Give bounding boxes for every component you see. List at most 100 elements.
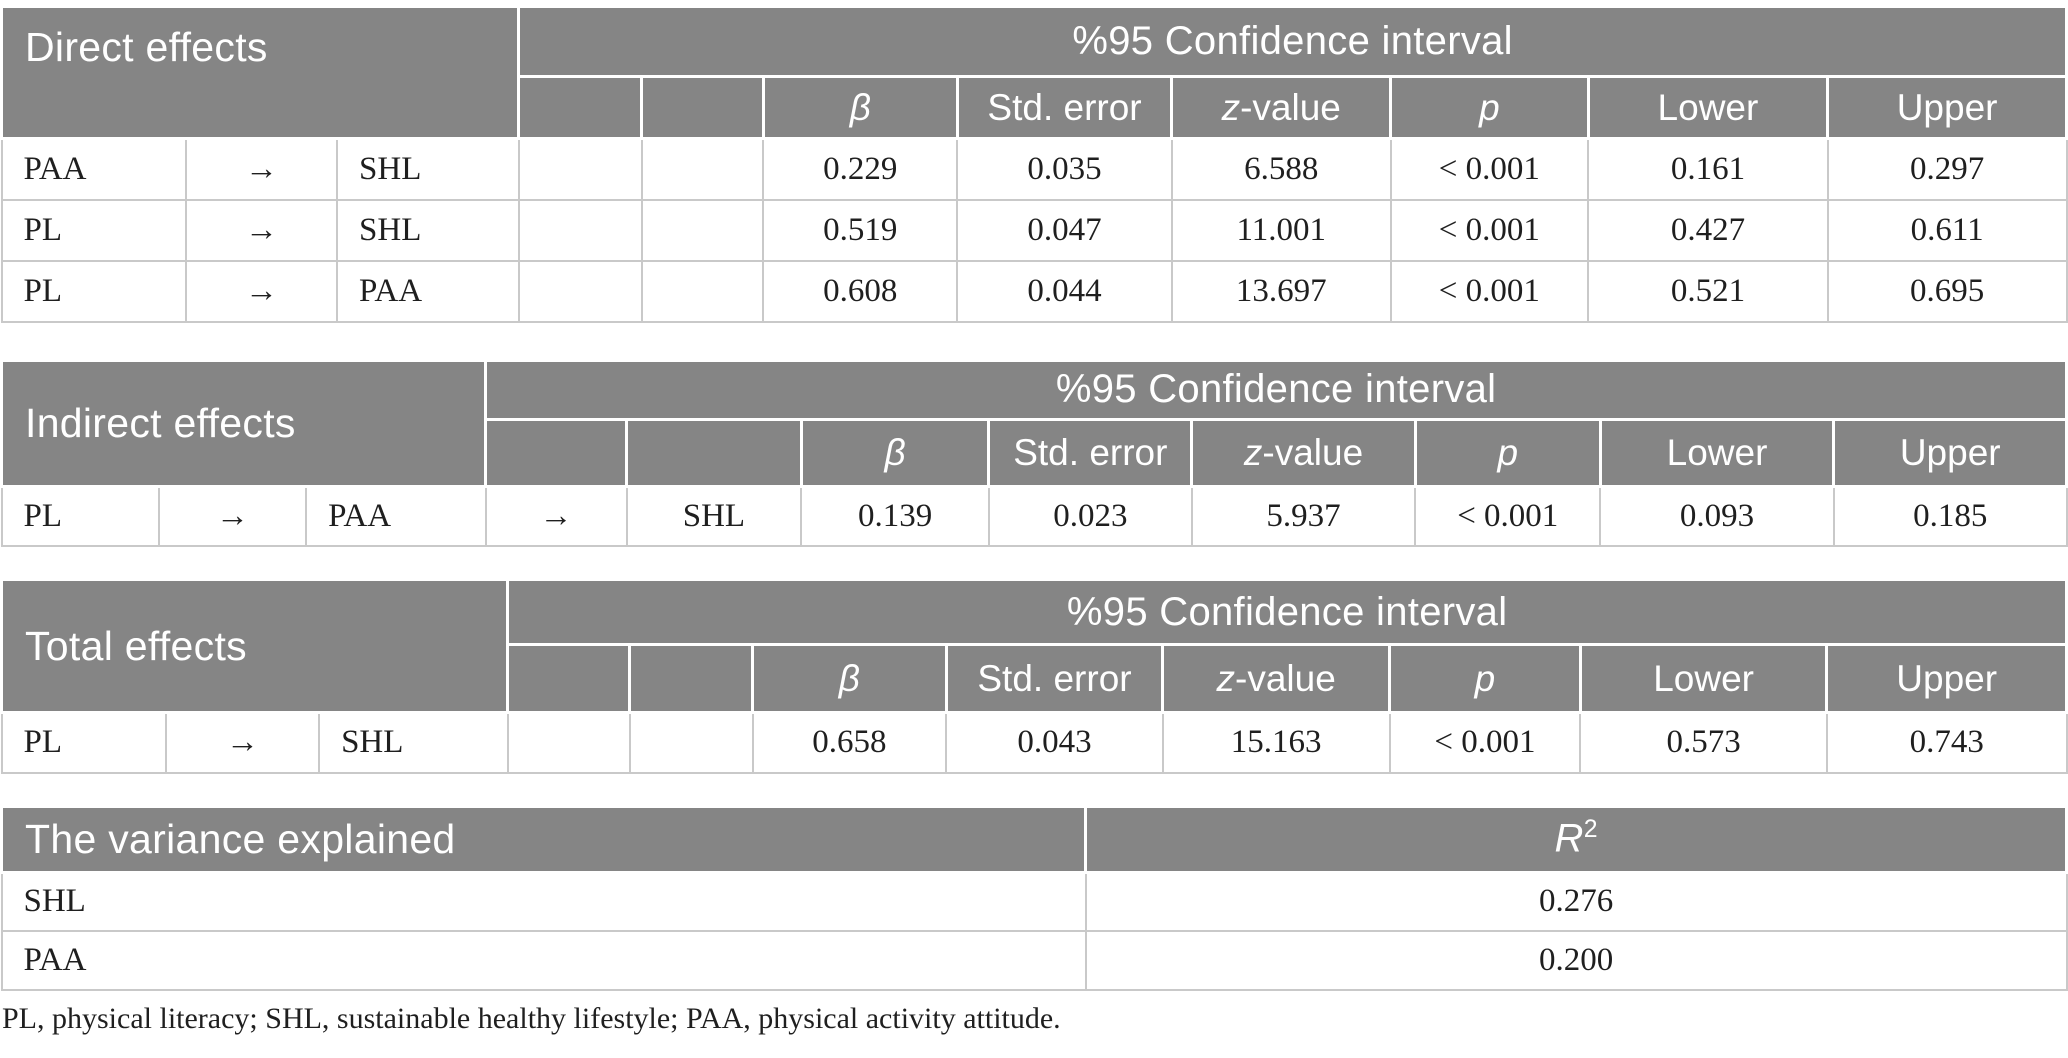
cell-empty [517, 259, 643, 323]
col-header-z-value: z-value [1190, 417, 1417, 488]
cell-to: SHL [625, 485, 803, 547]
col-header-empty [506, 643, 632, 714]
section-header-total-effects: Total effects [0, 578, 510, 714]
cell-upper: 0.297 [1826, 137, 2068, 201]
cell-std-error: 0.043 [945, 711, 1164, 774]
cell-beta: 0.139 [800, 485, 990, 547]
cell-z-value: 5.937 [1190, 485, 1417, 547]
col-header-empty [628, 643, 754, 714]
cell-empty [640, 137, 765, 201]
cell-arrow: → [484, 485, 628, 547]
direct-effects-table: Direct effects %95 Confidence interval β… [0, 5, 2068, 323]
cell-from: PL [0, 259, 188, 323]
table-footnote: PL, physical literacy; SHL, sustainable … [2, 1002, 1061, 1035]
cell-empty [640, 259, 765, 323]
cell-z-value: 15.163 [1161, 711, 1391, 774]
total-effects-table: Total effects %95 Confidence interval β … [0, 578, 2068, 774]
cell-upper: 0.743 [1825, 711, 2068, 774]
col-header-beta: β [761, 75, 959, 140]
cell-empty [517, 198, 643, 262]
section-header-indirect-effects: Indirect effects [0, 358, 488, 488]
cell-to: SHL [318, 711, 509, 774]
cell-beta: 0.608 [762, 259, 959, 323]
col-header-empty [625, 417, 803, 488]
cell-upper: 0.611 [1826, 198, 2068, 262]
cell-empty [517, 137, 643, 201]
col-header-upper: Upper [1832, 417, 2068, 488]
cell-arrow: → [158, 485, 308, 547]
cell-from: PL [0, 198, 188, 262]
table-row: PL → SHL 0.658 0.043 15.163 < 0.001 0.57… [0, 711, 2068, 774]
cell-std-error: 0.035 [956, 137, 1173, 201]
col-header-empty [517, 75, 644, 140]
cell-upper: 0.695 [1826, 259, 2068, 323]
cell-variable: PAA [0, 930, 1087, 991]
cell-to: PAA [336, 259, 520, 323]
indirect-effects-table: Indirect effects %95 Confidence interval… [0, 358, 2068, 547]
cell-lower: 0.427 [1587, 198, 1829, 262]
cell-empty [640, 198, 765, 262]
col-header-beta: β [799, 417, 991, 488]
table-row: PL → PAA 0.608 0.044 13.697 < 0.001 0.52… [0, 259, 2068, 323]
section-header-variance-explained: The variance explained [0, 804, 1088, 874]
cell-arrow: → [185, 137, 339, 201]
cell-p: < 0.001 [1388, 711, 1582, 774]
page: Direct effects %95 Confidence interval β… [0, 5, 2068, 1035]
col-header-p: p [1389, 75, 1590, 140]
cell-from: PAA [0, 137, 188, 201]
variance-explained-table: The variance explained R2 SHL 0.276 PAA … [0, 804, 2068, 991]
cell-empty [628, 711, 754, 774]
table-row: SHL 0.276 [0, 871, 2068, 932]
cell-r2-value: 0.276 [1084, 871, 2068, 932]
ci-header: %95 Confidence interval [484, 358, 2068, 421]
col-header-lower: Lower [1578, 643, 1829, 714]
table-row: PL → PAA → SHL 0.139 0.023 5.937 < 0.001… [0, 485, 2068, 547]
cell-lower: 0.093 [1599, 485, 1835, 547]
cell-upper: 0.185 [1832, 485, 2068, 547]
cell-lower: 0.161 [1587, 137, 1829, 201]
cell-mediator: PAA [305, 485, 487, 547]
cell-beta: 0.658 [751, 711, 948, 774]
cell-std-error: 0.047 [956, 198, 1173, 262]
cell-empty [506, 711, 631, 774]
ci-header: %95 Confidence interval [517, 5, 2068, 78]
col-header-std-error: Std. error [987, 417, 1194, 488]
col-header-upper: Upper [1825, 643, 2068, 714]
col-header-p: p [1388, 643, 1582, 714]
cell-lower: 0.573 [1579, 711, 1828, 774]
cell-from: PL [0, 711, 168, 774]
cell-std-error: 0.023 [987, 485, 1193, 547]
cell-arrow: → [165, 711, 321, 774]
cell-beta: 0.229 [762, 137, 959, 201]
cell-arrow: → [185, 259, 339, 323]
col-header-lower: Lower [1598, 417, 1836, 488]
cell-z-value: 11.001 [1170, 198, 1392, 262]
cell-arrow: → [185, 198, 339, 262]
col-header-r-squared: R2 [1084, 804, 2068, 874]
cell-p: < 0.001 [1389, 198, 1590, 262]
cell-z-value: 13.697 [1170, 259, 1392, 323]
cell-p: < 0.001 [1389, 137, 1590, 201]
cell-p: < 0.001 [1414, 485, 1602, 547]
section-header-direct-effects: Direct effects [0, 5, 521, 140]
col-header-empty [640, 75, 765, 140]
col-header-lower: Lower [1586, 75, 1830, 140]
cell-to: SHL [336, 198, 520, 262]
cell-p: < 0.001 [1389, 259, 1590, 323]
cell-to: SHL [336, 137, 520, 201]
cell-beta: 0.519 [762, 198, 959, 262]
cell-z-value: 6.588 [1170, 137, 1392, 201]
cell-r2-value: 0.200 [1084, 930, 2068, 991]
col-header-upper: Upper [1826, 75, 2068, 140]
cell-lower: 0.521 [1587, 259, 1829, 323]
cell-std-error: 0.044 [956, 259, 1173, 323]
cell-variable: SHL [0, 871, 1087, 932]
col-header-z-value: z-value [1161, 643, 1392, 714]
col-header-p: p [1413, 417, 1602, 488]
col-header-empty [484, 417, 629, 488]
cell-from: PL [0, 485, 161, 547]
table-row: PL → SHL 0.519 0.047 11.001 < 0.001 0.42… [0, 198, 2068, 262]
col-header-std-error: Std. error [944, 643, 1165, 714]
col-header-beta: β [751, 643, 948, 714]
col-header-std-error: Std. error [955, 75, 1174, 140]
